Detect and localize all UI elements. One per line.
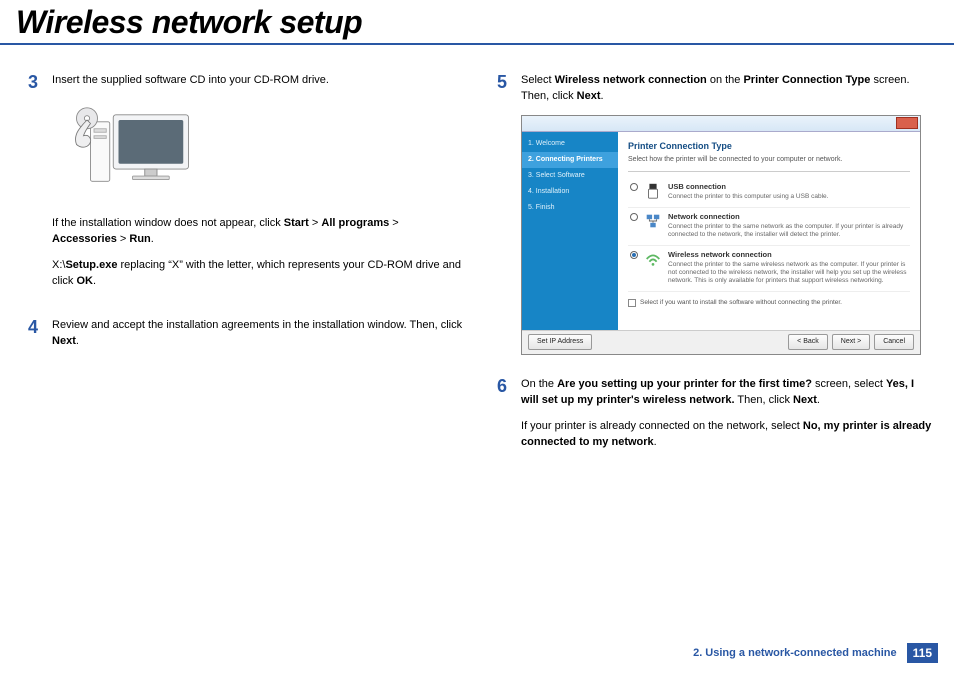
option-network[interactable]: Network connection Connect the printer t…	[628, 208, 910, 246]
page-title: Wireless network setup	[0, 0, 954, 45]
option-text: Wireless network connection Connect the …	[668, 250, 908, 285]
back-button[interactable]: < Back	[788, 334, 828, 350]
step-3: 3 Insert the supplied software CD into y…	[28, 73, 465, 300]
installer-window: 1. Welcome 2. Connecting Printers 3. Sel…	[521, 115, 921, 355]
installer-titlebar	[522, 116, 920, 132]
wifi-icon	[644, 250, 662, 268]
network-icon	[644, 212, 662, 230]
step-body: Insert the supplied software CD into you…	[52, 73, 465, 300]
step-4: 4 Review and accept the installation agr…	[28, 318, 465, 360]
step-number: 6	[497, 377, 507, 395]
page-number: 115	[907, 643, 938, 663]
step-body: Review and accept the installation agree…	[52, 318, 465, 360]
installer-main: Printer Connection Type Select how the p…	[618, 132, 920, 330]
install-without-connect[interactable]: Select if you want to install the softwa…	[628, 298, 910, 307]
step-body: On the Are you setting up your printer f…	[521, 377, 934, 461]
close-icon[interactable]	[896, 117, 918, 129]
set-ip-button[interactable]: Set IP Address	[528, 334, 592, 350]
radio-icon[interactable]	[630, 183, 638, 191]
option-usb[interactable]: USB connection Connect the printer to th…	[628, 178, 910, 208]
installer-sub: Select how the printer will be connected…	[628, 155, 910, 165]
installer-sidebar: 1. Welcome 2. Connecting Printers 3. Sel…	[522, 132, 618, 330]
installer-heading: Printer Connection Type	[628, 140, 910, 153]
usb-icon	[644, 182, 662, 200]
step-body: Select Wireless network connection on th…	[521, 73, 934, 359]
radio-icon[interactable]	[630, 251, 638, 259]
step3-p2: If the installation window does not appe…	[52, 216, 465, 248]
option-text: USB connection Connect the printer to th…	[668, 182, 828, 201]
next-button[interactable]: Next >	[832, 334, 870, 350]
footer-chapter: 2. Using a network-connected machine	[693, 647, 897, 659]
sidebar-item-finish[interactable]: 5. Finish	[522, 200, 618, 216]
sidebar-item-welcome[interactable]: 1. Welcome	[522, 136, 618, 152]
divider	[628, 171, 910, 172]
right-column: 5 Select Wireless network connection on …	[497, 73, 934, 479]
sidebar-item-connecting[interactable]: 2. Connecting Printers	[522, 152, 618, 168]
installer-body: 1. Welcome 2. Connecting Printers 3. Sel…	[522, 132, 920, 330]
sidebar-item-installation[interactable]: 4. Installation	[522, 184, 618, 200]
step-number: 3	[28, 73, 38, 91]
step3-p1: Insert the supplied software CD into you…	[52, 73, 465, 89]
step-number: 5	[497, 73, 507, 91]
content-columns: 3 Insert the supplied software CD into y…	[0, 45, 954, 479]
sidebar-item-software[interactable]: 3. Select Software	[522, 168, 618, 184]
installer-footer: Set IP Address < Back Next > Cancel	[522, 330, 920, 354]
step3-p3: X:\Setup.exe replacing “X” with the lett…	[52, 258, 465, 290]
step-6: 6 On the Are you setting up your printer…	[497, 377, 934, 461]
left-column: 3 Insert the supplied software CD into y…	[28, 73, 465, 479]
page-footer: 2. Using a network-connected machine 115	[693, 643, 938, 663]
step4-p1: Review and accept the installation agree…	[52, 318, 465, 350]
option-wireless[interactable]: Wireless network connection Connect the …	[628, 246, 910, 292]
radio-icon[interactable]	[630, 213, 638, 221]
step-5: 5 Select Wireless network connection on …	[497, 73, 934, 359]
checkbox-icon[interactable]	[628, 299, 636, 307]
option-text: Network connection Connect the printer t…	[668, 212, 908, 239]
step-number: 4	[28, 318, 38, 336]
cancel-button[interactable]: Cancel	[874, 334, 914, 350]
step6-p2: If your printer is already connected on …	[521, 419, 934, 451]
step5-p1: Select Wireless network connection on th…	[521, 73, 934, 105]
step6-p1: On the Are you setting up your printer f…	[521, 377, 934, 409]
cd-computer-figure	[52, 99, 192, 204]
